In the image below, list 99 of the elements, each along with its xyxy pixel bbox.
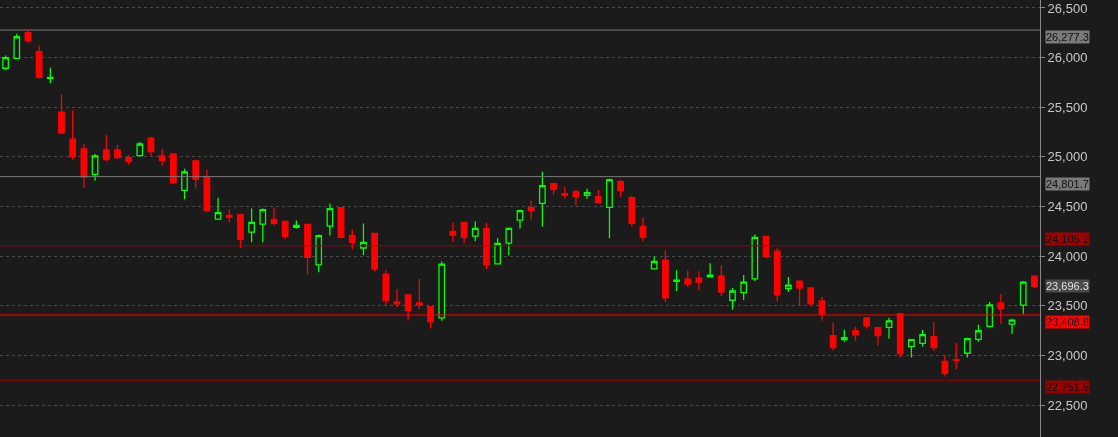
candlestick bbox=[348, 228, 356, 250]
y-tick-label: 25,000 bbox=[1047, 149, 1088, 165]
candlestick bbox=[449, 221, 457, 243]
candlestick bbox=[13, 33, 21, 59]
ref-line-label: 24,801.7 bbox=[1046, 178, 1089, 190]
candlestick bbox=[807, 287, 815, 307]
candlestick bbox=[46, 67, 54, 84]
ref-line-label: 23,408.8 bbox=[1046, 316, 1089, 328]
candlestick bbox=[885, 317, 893, 340]
candlestick bbox=[393, 288, 401, 308]
candlestick bbox=[695, 270, 703, 291]
candlestick bbox=[639, 216, 647, 242]
candlestick bbox=[35, 45, 43, 80]
candlestick bbox=[214, 196, 222, 220]
candlestick bbox=[24, 29, 32, 44]
candlestick bbox=[583, 188, 591, 200]
candlestick bbox=[840, 329, 848, 343]
candlestick bbox=[628, 195, 636, 228]
candlestick bbox=[796, 280, 803, 307]
text: 23,696.3 bbox=[1046, 280, 1089, 292]
ref-line-label: 22,751.5 bbox=[1046, 381, 1089, 393]
candlestick bbox=[941, 354, 949, 378]
candlestick bbox=[58, 93, 65, 135]
candlestick bbox=[561, 186, 569, 200]
candlestick bbox=[975, 324, 982, 343]
candlestick bbox=[125, 154, 132, 166]
candlestick bbox=[237, 212, 244, 249]
y-tick-label: 25,500 bbox=[1047, 99, 1088, 115]
candlestick bbox=[673, 269, 680, 292]
candlestick bbox=[572, 189, 580, 207]
candlestick bbox=[963, 337, 971, 359]
y-tick-label: 24,000 bbox=[1047, 248, 1088, 264]
candlestick bbox=[740, 274, 748, 301]
candlestick bbox=[908, 339, 915, 359]
candlestick bbox=[606, 178, 613, 240]
candlestick bbox=[326, 202, 334, 237]
y-tick-label: 26,000 bbox=[1047, 50, 1088, 66]
candlestick bbox=[550, 182, 557, 196]
candlestick bbox=[986, 301, 994, 329]
candlestick bbox=[169, 153, 177, 185]
candlestick bbox=[952, 342, 960, 371]
candlestick bbox=[181, 168, 188, 200]
candlestick bbox=[930, 321, 938, 352]
ref-line-label: 24,105.2 bbox=[1046, 233, 1089, 245]
candlestick bbox=[69, 109, 77, 161]
candlestick bbox=[483, 221, 490, 270]
candlestick bbox=[729, 287, 736, 311]
candlestick bbox=[471, 220, 479, 242]
candlestick bbox=[538, 171, 546, 228]
candlestick bbox=[661, 249, 669, 303]
candlestick bbox=[315, 233, 323, 273]
candlestick bbox=[874, 327, 882, 347]
y-tick-label: 26,500 bbox=[1047, 0, 1088, 16]
y-tick-label: 23,000 bbox=[1047, 348, 1088, 364]
candlestick bbox=[594, 189, 602, 205]
candlestick bbox=[438, 260, 446, 322]
candlestick bbox=[304, 223, 311, 275]
candlestick bbox=[829, 322, 837, 352]
candlestick bbox=[1008, 318, 1016, 335]
candlestick bbox=[158, 148, 166, 167]
candlestick bbox=[270, 206, 278, 227]
candlestick bbox=[717, 264, 725, 297]
candlestick bbox=[281, 219, 289, 241]
candlestick bbox=[460, 221, 468, 244]
y-tick-label: 22,500 bbox=[1047, 397, 1088, 413]
candlestick bbox=[650, 255, 658, 270]
candlestick bbox=[382, 269, 390, 306]
candlestick bbox=[114, 144, 121, 160]
candlestick bbox=[225, 208, 233, 223]
candlestick bbox=[706, 262, 714, 278]
candlestick bbox=[527, 199, 535, 221]
candlestick bbox=[494, 237, 502, 265]
y-tick-label: 24,500 bbox=[1047, 199, 1088, 215]
candlestick bbox=[102, 134, 110, 163]
candlestick bbox=[516, 208, 524, 230]
candlestick bbox=[852, 326, 859, 342]
candlestick bbox=[80, 143, 88, 189]
candlestick bbox=[371, 232, 379, 273]
candlestick bbox=[785, 276, 792, 293]
candlestick bbox=[751, 233, 759, 282]
candlestick bbox=[136, 141, 144, 157]
candlestick bbox=[248, 207, 255, 243]
candlestick bbox=[147, 136, 155, 157]
candlestick bbox=[919, 329, 926, 348]
y-tick-label: 23,500 bbox=[1047, 298, 1088, 314]
candlestick bbox=[415, 278, 423, 310]
ref-line-label: 26,277.3 bbox=[1046, 31, 1089, 43]
candlestick bbox=[1019, 280, 1027, 315]
candlestick bbox=[292, 219, 300, 230]
candlestick bbox=[203, 169, 211, 213]
candlestick bbox=[91, 153, 99, 182]
candlestick bbox=[1031, 275, 1038, 289]
candlestick bbox=[259, 207, 267, 243]
candlestick bbox=[505, 226, 513, 256]
candlestick bbox=[192, 159, 200, 190]
candlestick bbox=[360, 222, 367, 256]
candlestick bbox=[773, 247, 781, 302]
candlestick bbox=[617, 179, 625, 198]
candlestick bbox=[684, 269, 692, 288]
